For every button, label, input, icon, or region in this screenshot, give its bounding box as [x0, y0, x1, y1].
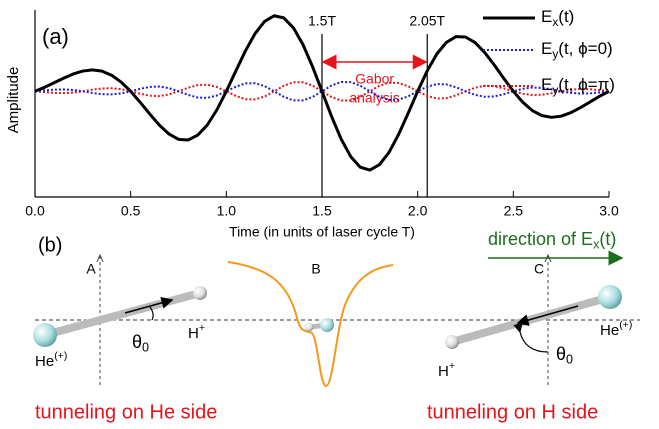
atom-label: He(+) — [600, 319, 632, 339]
atom-label: H+ — [188, 322, 205, 342]
h-atom — [193, 286, 207, 300]
dipole-arrow — [124, 297, 174, 314]
marker-label: 2.05T — [409, 13, 445, 29]
panel-label: (b) — [38, 234, 62, 256]
potential-curve — [227, 261, 394, 388]
x-tick-label: 1.0 — [217, 203, 237, 219]
x-tick-label: 0.5 — [121, 203, 141, 219]
x-tick-label: 0.0 — [25, 203, 45, 219]
he-atom — [33, 323, 57, 347]
molecule-bond — [43, 289, 202, 339]
h-atom — [445, 335, 459, 349]
angle-label: θ0 — [132, 332, 149, 355]
marker-label: 1.5T — [308, 13, 336, 29]
angle-arc — [513, 322, 549, 353]
atom-label: He(+) — [35, 350, 67, 370]
x-axis-label: Time (in units of laser cycle T) — [229, 224, 415, 240]
x-tick-label: 2.0 — [408, 203, 428, 219]
atom-label: H+ — [438, 360, 455, 380]
angle-arc — [149, 306, 154, 321]
panel-b: (b) A He(+) H+ θ0 B C direction of Ex(t)… — [33, 229, 640, 423]
y-axis-label: Amplitude — [5, 67, 22, 134]
legend-label: Ey(t, ϕ=π) — [541, 75, 615, 97]
axis-label: B — [311, 261, 320, 277]
span-label: analysis — [349, 90, 400, 106]
he-atom — [320, 318, 334, 332]
chart-a: (a) Amplitude Time (in units of laser cy… — [5, 7, 619, 239]
caption: tunneling on H side — [427, 401, 598, 423]
span-label: Gabor — [355, 71, 394, 87]
x-tick-label: 2.5 — [504, 203, 524, 219]
legend-label: Ey(t, ϕ=0) — [541, 39, 613, 61]
x-tick-label: 1.5 — [312, 203, 332, 219]
caption: tunneling on He side — [35, 401, 217, 423]
axis-label: C — [534, 261, 544, 277]
panel-label: (a) — [42, 24, 69, 49]
h-atom — [304, 322, 314, 332]
field-label: direction of Ex(t) — [488, 229, 616, 252]
dipole-arrow — [516, 305, 579, 326]
he-atom — [598, 285, 622, 309]
series-line — [34, 14, 610, 172]
legend-label: Ex(t) — [541, 7, 574, 29]
axis-label: A — [86, 261, 96, 277]
angle-label: θ0 — [556, 344, 573, 367]
x-tick-label: 3.0 — [599, 203, 619, 219]
